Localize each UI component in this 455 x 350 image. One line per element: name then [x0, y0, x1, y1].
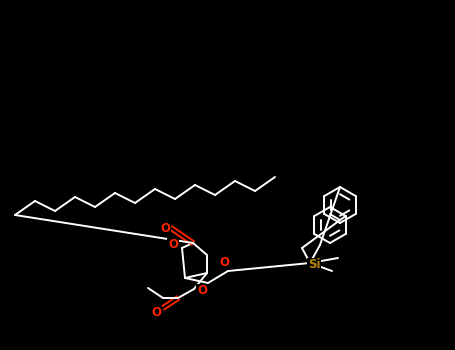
Text: O: O — [151, 307, 161, 320]
Text: O: O — [197, 285, 207, 297]
Text: Si: Si — [308, 259, 320, 272]
Text: O: O — [168, 238, 178, 251]
Text: O: O — [219, 257, 229, 270]
Text: O: O — [160, 222, 170, 235]
